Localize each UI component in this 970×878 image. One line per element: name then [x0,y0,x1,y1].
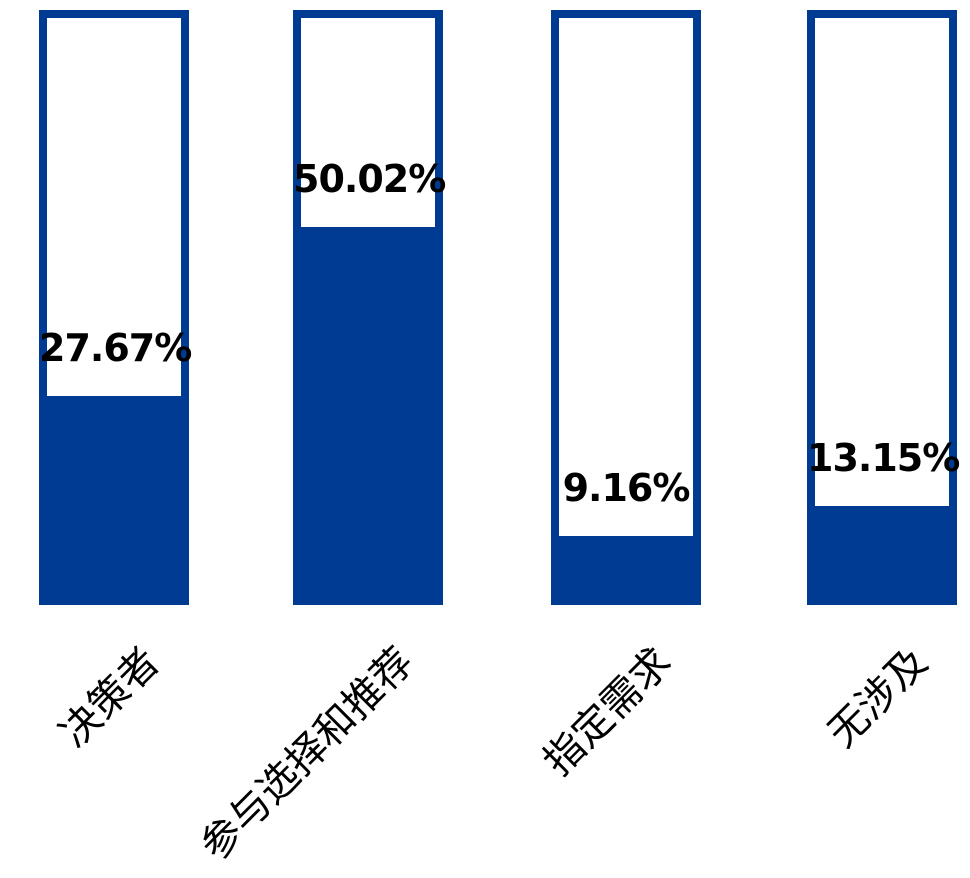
x-axis-category-label: 无涉及 [819,639,937,757]
bar-fill [293,227,443,605]
bar-value-label: 13.15% [807,436,960,480]
bar-group: 50.02% [293,10,446,605]
bar-fill [551,536,701,605]
x-axis-category-label: 决策者 [51,639,169,757]
bar-value-label: 50.02% [293,157,446,201]
x-axis-category-label: 指定需求 [534,639,681,785]
bar-value-label: 9.16% [562,466,691,510]
bar-group: 9.16% [551,10,701,605]
bar-group: 13.15% [807,10,960,605]
bar-fill [807,506,957,605]
x-axis-category-label: 参与选择和推荐 [192,639,423,870]
bar-group: 27.67% [39,10,192,605]
bar-value-label: 27.67% [39,326,192,370]
bar-fill [39,396,189,605]
bar-outline [551,10,701,605]
